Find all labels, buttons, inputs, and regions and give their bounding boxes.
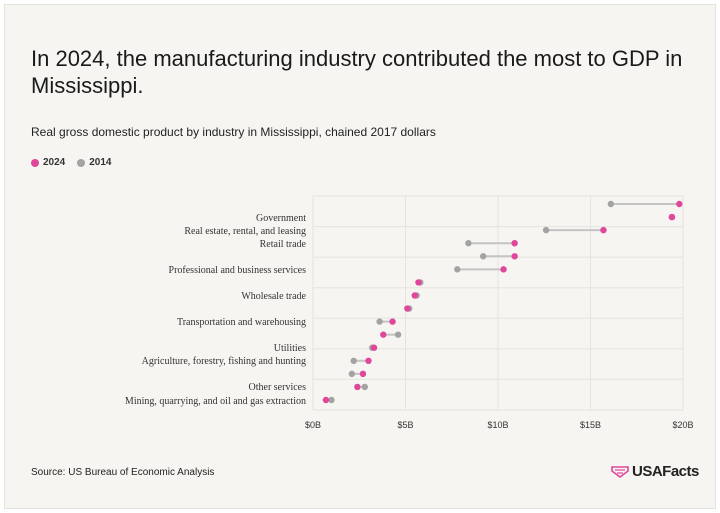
point-2024 <box>511 253 518 260</box>
point-2024 <box>354 383 361 391</box>
legend-label-2024: 2024 <box>43 157 66 168</box>
legend-swatch-2024 <box>31 158 39 167</box>
point-2014 <box>454 266 461 273</box>
category-label-1: Real estate, rental, and leasing <box>184 226 306 237</box>
dumbbell-row-3 <box>465 240 518 247</box>
dumbbell-row-14 <box>354 383 368 391</box>
category-label-5: Transportation and warehousing <box>177 317 306 328</box>
chart-legend: 2024 2014 <box>31 157 112 168</box>
point-2014 <box>350 357 357 364</box>
point-2014 <box>328 396 335 404</box>
legend-label-2014: 2014 <box>89 157 112 168</box>
point-2024 <box>676 200 683 208</box>
chart-card: In 2024, the manufacturing industry cont… <box>4 4 716 509</box>
point-2014 <box>607 200 615 208</box>
chart-title: In 2024, the manufacturing industry cont… <box>31 46 683 98</box>
dumbbell-row-6 <box>415 279 424 286</box>
point-2014 <box>376 318 383 325</box>
category-label-4: Wholesale trade <box>241 291 306 302</box>
dumbbell-row-1 <box>668 213 676 221</box>
legend-item-2024: 2024 <box>31 157 65 168</box>
x-tick-label-0: $0B <box>305 420 321 430</box>
point-2014 <box>348 370 356 378</box>
point-2024 <box>359 370 367 378</box>
dumbbell-row-11 <box>369 344 378 351</box>
point-2024 <box>668 213 676 221</box>
dumbbell-row-9 <box>376 318 396 325</box>
category-label-7: Agriculture, forestry, fishing and hunti… <box>142 356 306 367</box>
point-2024 <box>404 305 411 312</box>
x-tick-label-2: $10B <box>487 420 508 430</box>
point-2014 <box>465 240 472 247</box>
point-2024 <box>389 318 396 325</box>
category-label-9: Mining, quarrying, and oil and gas extra… <box>125 396 306 407</box>
point-2024 <box>322 396 330 404</box>
point-2024 <box>600 226 607 234</box>
point-2014 <box>542 226 550 234</box>
dumbbell-row-12 <box>350 357 372 364</box>
point-2024 <box>511 240 518 247</box>
usafacts-logo: USAFacts <box>611 463 699 480</box>
usafacts-logo-icon <box>611 465 629 478</box>
point-2024 <box>411 292 418 299</box>
category-label-6: Utilities <box>274 343 306 354</box>
legend-swatch-2014 <box>77 158 86 167</box>
point-2024 <box>380 331 387 338</box>
point-2014 <box>394 331 402 338</box>
category-label-8: Other services <box>249 382 307 393</box>
usafacts-logo-text: USAFacts <box>632 463 699 480</box>
category-label-0: Government <box>256 213 306 224</box>
chart-subtitle: Real gross domestic product by industry … <box>31 125 436 139</box>
point-2014 <box>480 253 487 260</box>
dumbbell-row-0 <box>607 200 683 208</box>
dumbbell-row-5 <box>454 266 507 273</box>
category-label-3: Professional and business services <box>169 265 307 276</box>
point-2024 <box>370 344 378 351</box>
dumbbell-row-8 <box>404 305 413 312</box>
dumbbell-row-2 <box>542 226 607 234</box>
dumbbell-row-10 <box>380 331 402 338</box>
point-2014 <box>361 383 368 391</box>
dumbbell-row-13 <box>348 370 367 378</box>
x-tick-label-4: $20B <box>672 420 693 430</box>
legend-item-2014: 2014 <box>77 157 112 168</box>
x-tick-label-1: $5B <box>397 420 413 430</box>
point-2024 <box>415 279 422 286</box>
dumbbell-row-4 <box>480 253 518 260</box>
point-2024 <box>500 266 507 273</box>
point-2024 <box>365 357 372 364</box>
dumbbell-row-7 <box>411 292 420 299</box>
x-tick-label-3: $15B <box>580 420 601 430</box>
source-note: Source: US Bureau of Economic Analysis <box>31 467 215 478</box>
dumbbell-row-15 <box>322 396 335 404</box>
category-label-2: Retail trade <box>260 239 307 250</box>
